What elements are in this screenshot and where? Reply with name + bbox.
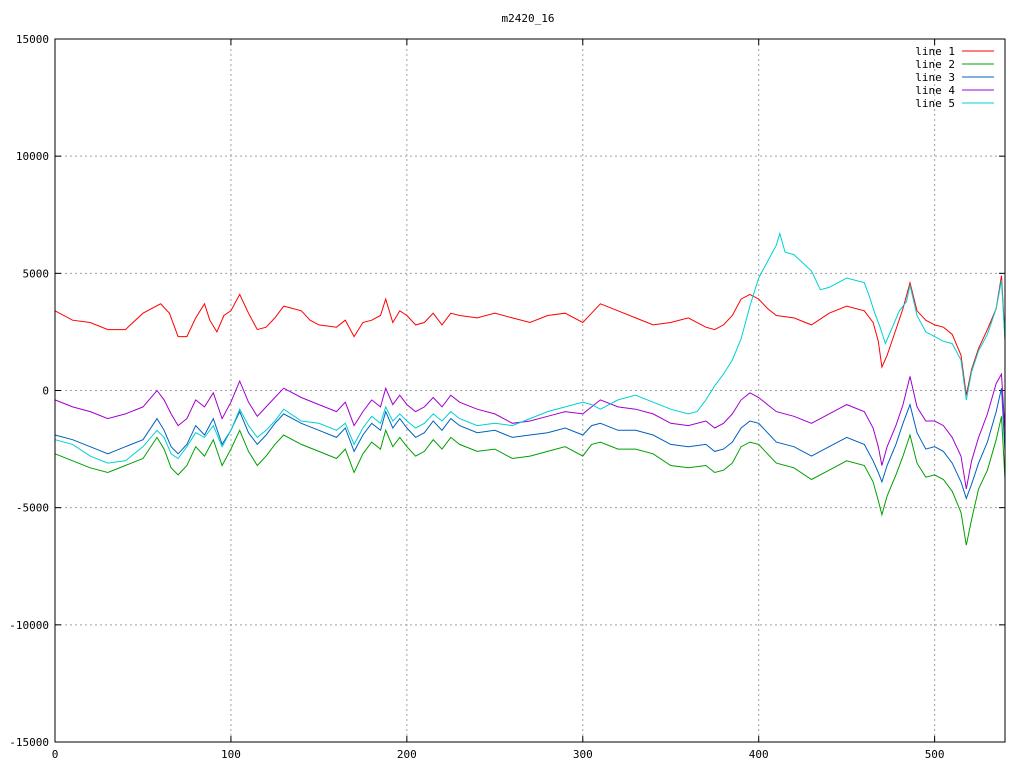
grid — [55, 39, 1005, 742]
y-tick-label: 15000 — [16, 33, 49, 46]
series-line-2 — [54, 416, 1006, 546]
y-tick-label: 10000 — [16, 150, 49, 163]
legend-label-2: line 2 — [915, 58, 955, 71]
y-tick-label: -15000 — [9, 736, 49, 749]
legend-label-5: line 5 — [915, 97, 955, 110]
x-tick-label: 400 — [749, 748, 769, 761]
series-line-1 — [54, 275, 1006, 396]
series-line-3 — [54, 388, 1006, 500]
series-group — [54, 231, 1006, 546]
x-tick-label: 200 — [397, 748, 417, 761]
legend-label-1: line 1 — [915, 45, 955, 58]
y-tick-label: -10000 — [9, 619, 49, 632]
plot-frame — [54, 38, 1006, 743]
x-tick-label: 300 — [573, 748, 593, 761]
legend-label-3: line 3 — [915, 71, 955, 84]
series-line-5 — [54, 231, 1006, 464]
x-tick-label: 100 — [221, 748, 241, 761]
chart-title: m2420_16 — [502, 12, 555, 25]
legend-label-4: line 4 — [915, 84, 955, 97]
series-line-4 — [54, 372, 1006, 489]
axes: -15000 -10000 -5000 0 5000 10000 15000 0 100 200 3… — [9, 33, 1005, 761]
y-tick-label: 0 — [42, 385, 49, 398]
y-tick-label: 5000 — [23, 267, 50, 280]
y-tick-label: -5000 — [16, 502, 49, 515]
x-tick-label: 500 — [925, 748, 945, 761]
x-tick-label: 0 — [52, 748, 59, 761]
